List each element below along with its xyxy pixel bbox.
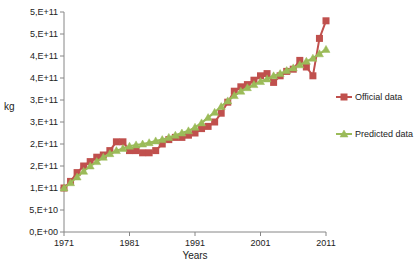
data-point: [93, 158, 101, 165]
data-point: [119, 144, 127, 151]
y-tick-label: 4,E+11: [30, 73, 58, 83]
chart: 0,E+00 5,E+10 1,E+11 2,E+11 2,E+11 3,E+11 3,E+…: [0, 0, 419, 266]
y-tick-label: 1,E+11: [30, 183, 58, 193]
y-axis-title: kg: [4, 101, 15, 112]
x-tick-label: 2001: [250, 238, 270, 248]
series-line: [64, 21, 326, 188]
data-point: [152, 147, 159, 154]
y-tick: [60, 100, 64, 101]
x-tick: [64, 232, 65, 236]
x-tick: [129, 232, 130, 236]
x-tick: [260, 232, 261, 236]
data-point: [192, 130, 199, 137]
y-tick-label: 5,E+11: [30, 29, 58, 39]
y-tick-label: 5,E+11: [30, 7, 58, 17]
x-tick: [195, 232, 196, 236]
y-tick-label: 0,E+00: [29, 227, 58, 237]
data-point: [146, 149, 153, 156]
data-point: [152, 137, 160, 144]
data-point: [270, 79, 277, 86]
data-point: [218, 110, 225, 117]
y-tick-label: 2,E+11: [30, 161, 58, 171]
y-tick: [60, 34, 64, 35]
data-point: [126, 142, 134, 149]
x-tick-label: 1981: [119, 238, 139, 248]
y-tick: [60, 122, 64, 123]
y-tick: [60, 56, 64, 57]
data-point: [322, 45, 330, 52]
data-point: [178, 129, 186, 136]
y-tick: [60, 166, 64, 167]
data-point: [191, 123, 199, 130]
x-tick-label: 2011: [316, 238, 335, 248]
y-tick-label: 3,E+11: [30, 95, 58, 105]
data-point: [171, 131, 179, 138]
y-tick-label: 3,E+11: [30, 117, 58, 127]
data-point: [323, 17, 330, 24]
data-point: [112, 147, 120, 154]
data-point: [139, 149, 146, 156]
y-tick-label: 5,E+10: [29, 205, 58, 215]
x-tick: [326, 232, 327, 236]
legend: Official data Predicted data: [336, 92, 413, 139]
legend-marker: [340, 130, 348, 137]
legend-label: Predicted data: [355, 129, 413, 139]
y-tick: [60, 78, 64, 79]
data-point: [211, 119, 218, 126]
data-point: [133, 147, 140, 154]
y-tick: [60, 12, 64, 13]
data-point: [270, 72, 278, 79]
data-point: [165, 133, 173, 140]
x-tick-label: 1971: [54, 238, 74, 248]
legend-marker: [341, 94, 348, 101]
data-point: [145, 139, 153, 146]
y-tick: [60, 232, 64, 233]
x-axis-title: Years: [182, 250, 207, 261]
x-tick-label: 1991: [185, 238, 205, 248]
data-point: [309, 72, 316, 79]
data-point: [86, 162, 94, 169]
data-point: [315, 50, 323, 57]
data-point: [309, 54, 317, 61]
data-point: [205, 123, 212, 130]
data-point: [316, 35, 323, 42]
series-line: [64, 49, 326, 188]
data-point: [198, 125, 205, 132]
data-point: [158, 136, 166, 143]
y-tick: [60, 210, 64, 211]
data-point: [230, 92, 238, 99]
data-point: [139, 140, 147, 147]
data-point: [303, 64, 310, 71]
plot-area: [60, 17, 330, 191]
y-tick-label: 2,E+11: [30, 139, 58, 149]
legend-label: Official data: [355, 92, 402, 102]
data-point: [113, 138, 120, 145]
y-tick-label: 4,E+11: [30, 51, 58, 61]
y-tick: [60, 144, 64, 145]
